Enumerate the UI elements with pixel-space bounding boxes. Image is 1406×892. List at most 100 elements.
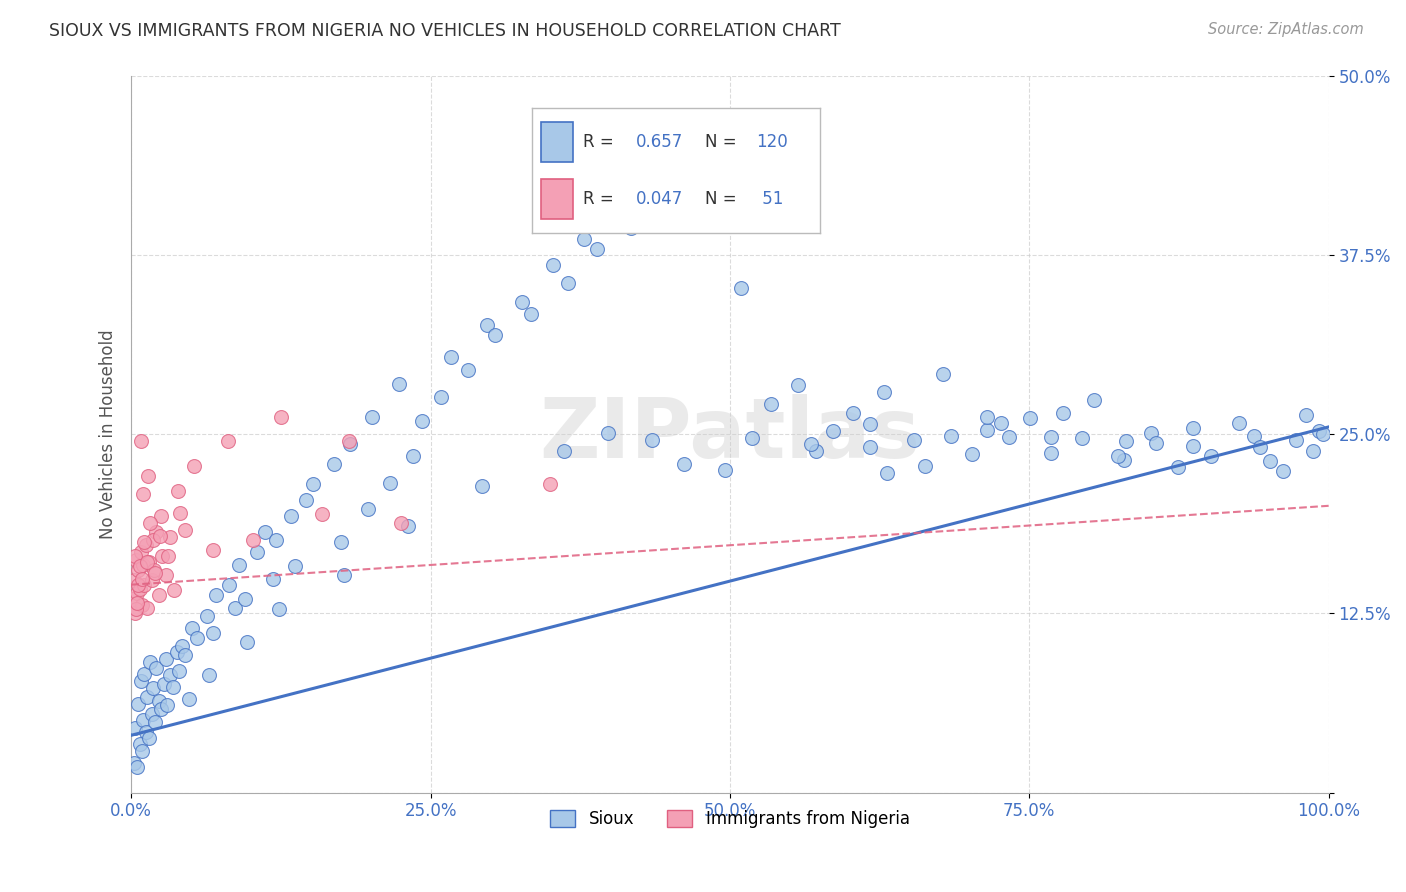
Point (148, 588, 170, 602)
Point (960, 447, 983, 461)
Point (759, 397, 782, 411)
Point (1182, 421, 1205, 435)
Point (143, 563, 166, 577)
Point (262, 572, 284, 586)
Point (136, 468, 159, 483)
Point (142, 681, 165, 695)
Point (1258, 454, 1281, 468)
Point (205, 588, 228, 602)
Point (132, 713, 155, 727)
Point (440, 350, 463, 364)
Point (641, 433, 664, 447)
Point (157, 549, 180, 563)
Text: SIOUX VS IMMIGRANTS FROM NIGERIA NO VEHICLES IN HOUSEHOLD CORRELATION CHART: SIOUX VS IMMIGRANTS FROM NIGERIA NO VEHI… (49, 22, 841, 40)
Point (170, 640, 193, 654)
Legend: Sioux, Immigrants from Nigeria: Sioux, Immigrants from Nigeria (544, 803, 917, 835)
Point (134, 666, 156, 681)
Point (1249, 440, 1271, 454)
Point (596, 425, 619, 440)
Point (217, 434, 239, 449)
Point (662, 153, 685, 168)
Point (145, 661, 167, 675)
Point (132, 558, 155, 572)
Text: Source: ZipAtlas.com: Source: ZipAtlas.com (1208, 22, 1364, 37)
Point (322, 457, 344, 471)
Point (167, 484, 190, 499)
Point (270, 409, 292, 424)
Point (135, 690, 157, 704)
Point (131, 744, 153, 758)
Point (697, 121, 720, 136)
Point (1107, 449, 1129, 463)
Point (1182, 439, 1205, 453)
Point (1039, 430, 1062, 444)
Point (195, 609, 218, 624)
Point (138, 731, 160, 746)
Point (457, 362, 479, 376)
Point (714, 463, 737, 477)
Point (1019, 411, 1042, 425)
Point (378, 475, 401, 490)
Point (131, 572, 153, 586)
Point (572, 232, 595, 246)
Point (295, 493, 318, 508)
Point (124, 549, 146, 563)
Point (1083, 392, 1105, 407)
Point (1167, 460, 1189, 475)
Point (337, 434, 360, 449)
Point (339, 437, 361, 451)
Point (800, 437, 823, 451)
Point (1295, 409, 1317, 423)
Point (389, 516, 412, 530)
Point (686, 156, 709, 170)
Point (267, 602, 290, 616)
Point (167, 664, 190, 678)
Point (135, 555, 157, 569)
Point (198, 668, 221, 682)
Point (149, 529, 172, 543)
Point (859, 440, 882, 454)
Point (242, 533, 264, 548)
Point (127, 563, 149, 577)
Point (557, 277, 579, 291)
Point (246, 544, 269, 558)
Point (1144, 435, 1167, 450)
Point (127, 577, 149, 591)
Point (510, 295, 533, 310)
Point (135, 537, 157, 551)
Point (132, 487, 155, 501)
Point (128, 582, 150, 596)
Point (1115, 434, 1137, 449)
Point (124, 607, 146, 621)
Point (600, 209, 623, 223)
Point (127, 760, 149, 774)
Point (169, 506, 191, 520)
Point (159, 668, 181, 682)
Point (401, 449, 423, 463)
Point (122, 756, 145, 770)
Point (619, 220, 641, 235)
Point (284, 559, 307, 574)
Point (873, 385, 896, 400)
Point (411, 414, 433, 428)
Point (903, 433, 925, 447)
Point (876, 466, 898, 480)
Point (859, 417, 882, 431)
Point (142, 533, 165, 548)
Point (125, 602, 148, 616)
Point (155, 567, 177, 582)
Point (254, 524, 277, 539)
Point (990, 416, 1012, 430)
Point (932, 367, 955, 381)
Point (186, 631, 208, 645)
Point (333, 567, 356, 582)
Point (1052, 406, 1074, 420)
Point (264, 533, 287, 548)
Point (134, 534, 156, 549)
Point (125, 553, 148, 567)
Point (471, 479, 494, 493)
Point (1112, 453, 1135, 467)
Point (1285, 433, 1308, 447)
Point (177, 692, 200, 706)
Point (124, 721, 146, 735)
